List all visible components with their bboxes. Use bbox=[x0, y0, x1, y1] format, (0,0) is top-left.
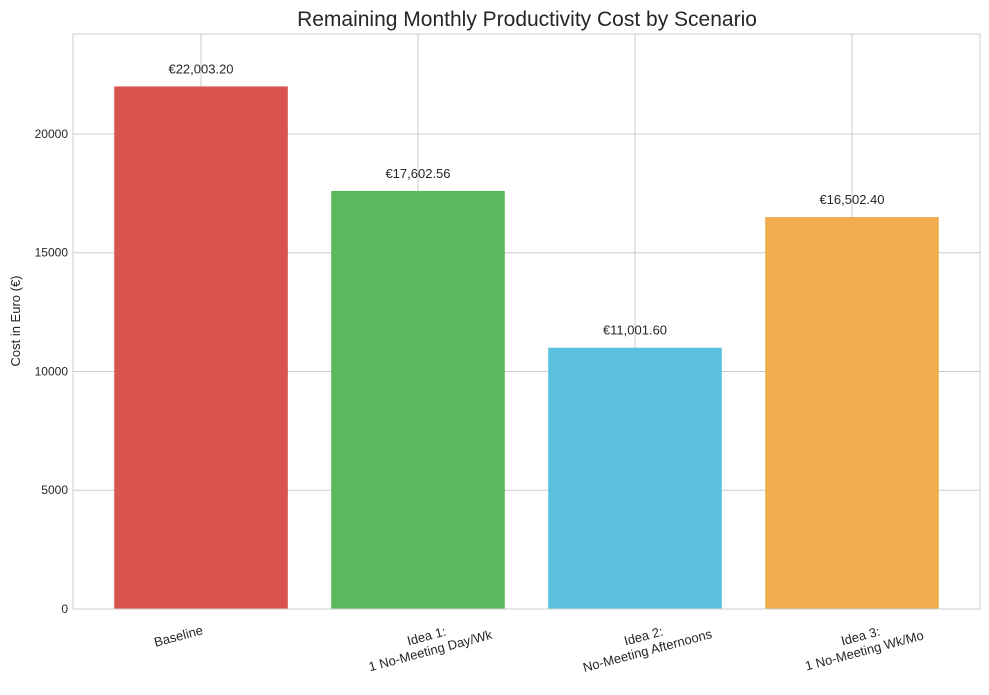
y-ticks: 0 5000 10000 15000 20000 bbox=[35, 127, 69, 616]
x-tick-label: Idea 1:1 No-Meeting Day/Wk bbox=[367, 624, 494, 675]
x-tick-label-line: Baseline bbox=[152, 622, 204, 649]
bar bbox=[765, 217, 939, 609]
data-label: €22,003.20 bbox=[168, 61, 233, 76]
y-axis-label: Cost in Euro (€) bbox=[8, 275, 23, 366]
x-ticks: Baseline Idea 1:1 No-Meeting Day/Wk Idea 2… bbox=[152, 622, 925, 675]
x-tick-label: Baseline bbox=[152, 622, 204, 649]
y-tick-label: 5000 bbox=[41, 483, 68, 497]
x-tick-label: Idea 3:1 No-Meeting Wk/Mo bbox=[803, 624, 925, 674]
data-label: €16,502.40 bbox=[819, 192, 884, 207]
plot-frame bbox=[72, 33, 981, 610]
data-labels: €22,003.20 €17,602.56 €11,001.60 €16,502.40 bbox=[168, 61, 884, 337]
bar bbox=[548, 347, 722, 609]
bar bbox=[114, 86, 288, 609]
data-label: €17,602.56 bbox=[385, 166, 450, 181]
y-tick-label: 0 bbox=[61, 602, 68, 616]
y-tick-label: 20000 bbox=[35, 127, 69, 141]
data-label: €11,001.60 bbox=[603, 323, 667, 338]
x-tick-label: Idea 2:No-Meeting Afternoons bbox=[581, 624, 714, 675]
bars bbox=[114, 86, 939, 609]
bar bbox=[331, 190, 505, 609]
chart-title: Remaining Monthly Productivity Cost by S… bbox=[297, 8, 757, 31]
y-tick-label: 15000 bbox=[35, 246, 69, 260]
y-tick-label: 10000 bbox=[35, 364, 69, 378]
